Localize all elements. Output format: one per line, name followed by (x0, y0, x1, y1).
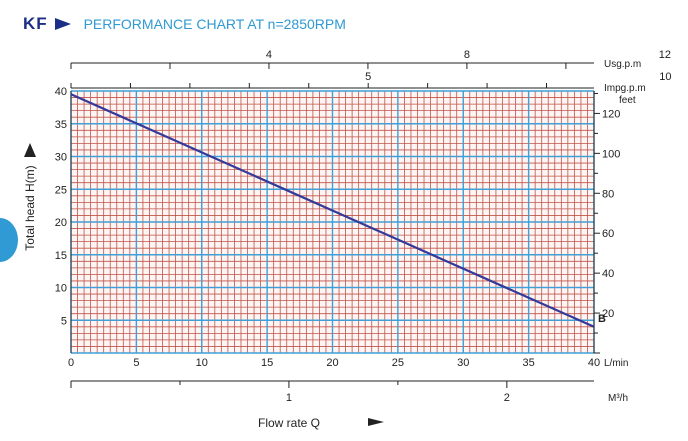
chart-title: PERFORMANCE CHART AT n=2850RPM (83, 16, 346, 32)
brand-logo: KF (23, 14, 48, 33)
usgpm-tick-label: 4 (266, 49, 272, 61)
x-axis-title: Flow rate Q (258, 416, 320, 430)
feet-tick-label: 120 (602, 108, 620, 120)
impgpm-tick-label: 5 (365, 71, 371, 83)
play-arrow-icon (55, 18, 72, 30)
x-tick-label: 40 (588, 357, 600, 369)
x-unit-label: L/min (604, 358, 628, 369)
impgpm-unit-label: Impg.p.m (604, 83, 646, 94)
x-tick-label: 5 (133, 357, 139, 369)
y-tick-label: 5 (61, 315, 67, 327)
m3h-tick-label: 2 (504, 392, 510, 404)
chart-header: KF PERFORMANCE CHART AT n=2850RPM (23, 14, 346, 34)
m3h-tick-label: 1 (286, 392, 292, 404)
usgpm-tick-label: 8 (464, 49, 470, 61)
impgpm-tick-label: 10 (659, 71, 671, 83)
x-tick-label: 0 (68, 357, 74, 369)
curve-line (70, 93, 595, 328)
feet-tick-label: 20 (602, 308, 614, 320)
y-axis-title: Total head H(m) (23, 165, 37, 250)
chart-series: B (70, 93, 606, 328)
y-tick-label: 35 (55, 119, 67, 131)
x-tick-label: 20 (326, 357, 338, 369)
feet-tick-label: 60 (602, 228, 614, 240)
x-tick-label: 30 (457, 357, 469, 369)
feet-tick-label: 80 (602, 188, 614, 200)
m3h-unit-label: M³/h (608, 393, 628, 404)
y-axis-arrow-icon (24, 143, 36, 157)
x-tick-label: 35 (523, 357, 535, 369)
feet-tick-label: 100 (602, 148, 620, 160)
usgpm-tick-label: 12 (659, 49, 671, 61)
x-tick-label: 10 (196, 357, 208, 369)
chart-axes (70, 62, 600, 388)
y-tick-label: 30 (55, 152, 67, 164)
feet-unit-label: feet (619, 95, 636, 106)
y-tick-label: 10 (55, 283, 67, 295)
y-tick-label: 20 (55, 217, 67, 229)
usgpm-unit-label: Usg.p.m (604, 59, 641, 70)
y-tick-label: 40 (55, 86, 67, 98)
x-tick-label: 15 (261, 357, 273, 369)
x-tick-label: 25 (392, 357, 404, 369)
x-axis-arrow-icon (368, 418, 384, 426)
edge-tab-decoration (0, 218, 18, 262)
curve-label: B (598, 313, 606, 325)
y-tick-label: 15 (55, 250, 67, 262)
y-tick-label: 25 (55, 184, 67, 196)
feet-tick-label: 40 (602, 268, 614, 280)
